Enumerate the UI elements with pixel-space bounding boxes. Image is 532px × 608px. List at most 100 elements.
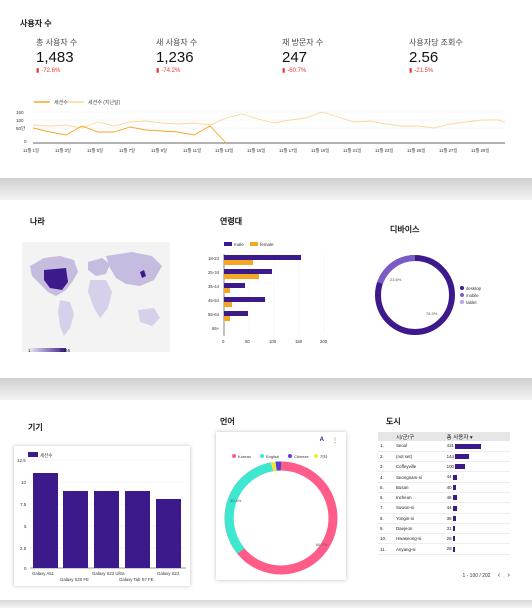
- prev-page-button[interactable]: ‹: [497, 572, 501, 579]
- x-ticks: 11월 1일 11월 3일 11월 5일 11월 7일 11월 9일 11월 1…: [23, 147, 489, 154]
- section-divider: [0, 378, 532, 400]
- table-row[interactable]: 10. Hwaseong-si 28: [378, 533, 510, 545]
- y-tick: 7.5: [20, 502, 27, 507]
- value-bar: [455, 454, 470, 460]
- bar-female-55-64: [224, 316, 230, 321]
- legend-swatch: [28, 452, 38, 457]
- africa: [88, 280, 112, 318]
- users-section-title: 사용자 수: [20, 19, 52, 28]
- kpi-change: ▮ -72.6%: [36, 68, 61, 74]
- device-title: 디바이스: [390, 225, 420, 234]
- down-arrow-icon: ▮: [409, 68, 413, 74]
- legend-label: desktop: [466, 286, 482, 291]
- table-row[interactable]: 4. Seongnam-si 44: [378, 471, 510, 483]
- bar-female-18-24: [224, 260, 253, 265]
- slice-label: 76.3%: [426, 311, 438, 316]
- kpi-value: 247: [282, 49, 308, 66]
- scale-max: 1446: [60, 348, 71, 353]
- y-tick: 10: [21, 480, 27, 485]
- legend-swatch-male: [224, 242, 232, 246]
- y-tick: 50만: [16, 125, 25, 131]
- city-table: 시/군/구 총 사용자 ▾ 1. Seoul 431 2. (not set) 144 …: [378, 432, 510, 555]
- kpi-new-users: 새 사용자 수 1,236 ▮ -74.2%: [156, 37, 197, 74]
- section-divider: [0, 600, 532, 608]
- auto-translate-icon[interactable]: A: [319, 437, 324, 443]
- table-row[interactable]: 11. Anyang-si 28: [378, 543, 510, 555]
- usa-region: [44, 268, 68, 290]
- legend-label: Korean: [238, 454, 251, 459]
- bar-male-18-24: [224, 255, 301, 260]
- x-label: Galaxy S22 Ultra: [92, 571, 125, 576]
- value-bar: [455, 443, 482, 449]
- table-row[interactable]: 1. Seoul 431: [378, 441, 510, 452]
- table-row[interactable]: 3. Coffeyville 100: [378, 461, 510, 473]
- device-donut-chart: 23.6% 76.3% desktop mobile tablet: [375, 255, 482, 335]
- age-label: 45-54: [208, 298, 220, 303]
- legend-dot: [232, 454, 236, 458]
- more-menu-icon[interactable]: ⋮: [332, 438, 338, 444]
- column-city[interactable]: 시/군/구: [394, 432, 445, 441]
- table-row[interactable]: 2. (not set) 144: [378, 451, 510, 463]
- series-last-month: [32, 111, 506, 129]
- kpi-views-per-user: 사용자당 조회수 2.56 ▮ -21.5%: [409, 37, 463, 74]
- y-tick: 150: [16, 110, 24, 115]
- model-chart-card: 세션수 12.5 10 7.5 5 2.5 0 Galaxy A51 Galax…: [14, 446, 190, 586]
- age-label: 65+: [212, 326, 220, 331]
- x-tick: 100: [269, 339, 277, 344]
- y-tick: 100: [16, 118, 24, 123]
- session-line-chart: 세션수 세션수 (지난달) 150 100 50만 0 11월 1일 11월 3…: [16, 99, 506, 154]
- age-label: 35-44: [208, 284, 220, 289]
- kpi-change: ▮ -60.7%: [282, 68, 307, 74]
- y-tick: 2.5: [20, 546, 27, 551]
- x-label: Galaxy A51: [32, 571, 55, 576]
- x-tick: 200: [320, 339, 328, 344]
- kpi-label: 총 사용자 수: [36, 38, 78, 47]
- value-bar: [452, 485, 456, 490]
- down-arrow-icon: ▮: [282, 68, 286, 74]
- legend-label: 기타: [320, 453, 328, 459]
- down-arrow-icon: ▮: [156, 68, 160, 74]
- bar-male-55-64: [224, 311, 248, 316]
- bar-male-25-34: [224, 269, 272, 274]
- kpi-value: 1,483: [36, 49, 74, 66]
- model-title: 기기: [28, 423, 43, 432]
- legend-label: 세션수 (지난달): [88, 99, 121, 106]
- next-page-button[interactable]: ›: [507, 572, 510, 579]
- bar-male-45-54: [224, 297, 265, 302]
- slice-label: 30.4%: [230, 498, 242, 503]
- value-bar: [452, 474, 457, 480]
- legend-label: English: [266, 454, 279, 459]
- table-header: 시/군/구 총 사용자 ▾: [378, 432, 510, 441]
- svg-text:11월 19일: 11월 19일: [311, 147, 329, 154]
- legend-dot: [314, 454, 318, 458]
- table-row[interactable]: 8. Yongin-si 38: [378, 513, 510, 524]
- svg-text:11월 5일: 11월 5일: [87, 147, 103, 154]
- legend-dot-desktop: [460, 286, 464, 290]
- table-row[interactable]: 5. Busan 40: [378, 482, 510, 493]
- map-color-scale: [30, 348, 66, 352]
- value-bar: [452, 495, 457, 501]
- europe: [88, 258, 110, 276]
- column-total-users[interactable]: 총 사용자 ▾: [444, 432, 510, 441]
- legend-label: tablet: [466, 300, 477, 305]
- table-row[interactable]: 9. Daejeon 31: [378, 523, 510, 535]
- svg-text:11월 15일: 11월 15일: [247, 147, 265, 154]
- table-row[interactable]: 6. Incheon 46: [378, 492, 510, 504]
- kpi-label: 사용자당 조회수: [409, 38, 463, 47]
- age-label: 55-64: [208, 312, 220, 317]
- language-title: 언어: [220, 417, 235, 426]
- legend-dot: [288, 454, 292, 458]
- kpi-returning-users: 재 방문자 수 247 ▮ -60.7%: [282, 37, 323, 74]
- y-tick: 0: [24, 139, 27, 144]
- table-row[interactable]: 7. Suwon-si 44: [378, 502, 510, 514]
- language-chart-card: A ⋮ Korean English Chinese 기타 66.7% 30.4…: [216, 432, 346, 580]
- svg-text:11월 13일: 11월 13일: [215, 147, 233, 154]
- world-map[interactable]: [22, 242, 170, 352]
- svg-text:11월 1일: 11월 1일: [23, 147, 39, 154]
- legend-swatch-female: [250, 242, 258, 246]
- x-tick: 150: [295, 339, 303, 344]
- slice-mobile: [377, 255, 416, 285]
- kpi-total-users: 총 사용자 수 1,483 ▮ -72.6%: [36, 37, 77, 74]
- legend-dot: [260, 454, 264, 458]
- kpi-change: ▮ -74.2%: [156, 68, 181, 74]
